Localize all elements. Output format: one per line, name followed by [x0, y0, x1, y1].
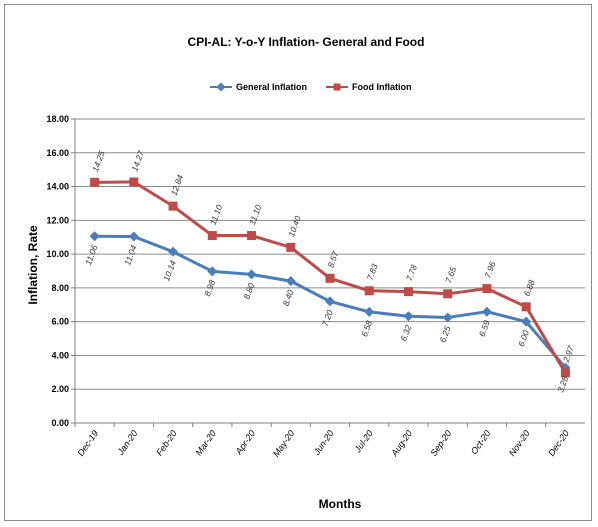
food-inflation-point [521, 302, 531, 312]
chart-title: CPI-AL: Y-o-Y Inflation- General and Foo… [188, 35, 425, 49]
chart-legend: General Inflation Food Inflation [210, 82, 411, 92]
y-tick-label: 6.00 [51, 317, 69, 327]
x-tick-label: May-20 [271, 428, 296, 458]
food-data-label: 11.10 [247, 203, 264, 226]
food-data-label: 11.10 [208, 203, 225, 226]
food-inflation-point [560, 368, 570, 378]
general-inflation-point [285, 276, 296, 287]
general-data-label: 7.20 [320, 308, 335, 327]
general-data-label: 8.40 [281, 288, 296, 307]
y-axis-label: Inflation, Rate [26, 225, 40, 305]
food-data-label: 2.97 [561, 344, 576, 364]
food-inflation-point [364, 286, 374, 296]
x-tick-label: Jan-20 [115, 428, 140, 457]
general-inflation-point [246, 269, 257, 280]
general-inflation-point [89, 231, 100, 242]
food-inflation-point [207, 231, 217, 241]
x-tick-label: Mar-20 [193, 428, 217, 457]
food-data-label: 8.57 [325, 250, 340, 269]
general-data-label: 11.04 [122, 244, 139, 267]
x-tick-label: Nov-20 [507, 428, 532, 458]
food-inflation-point [482, 284, 492, 294]
y-tick-label: 8.00 [51, 283, 69, 293]
y-tick-label: 2.00 [51, 384, 69, 394]
general-data-label: 11.06 [83, 243, 100, 266]
general-data-label: 3.28 [555, 375, 570, 394]
y-tick-label: 10.00 [46, 249, 69, 259]
general-inflation-point [442, 312, 453, 323]
x-tick-label: Dec-20 [546, 428, 571, 458]
food-inflation-point [403, 287, 413, 297]
food-inflation-point [168, 201, 178, 211]
legend-label-food: Food Inflation [352, 82, 411, 92]
general-inflation-point [403, 311, 414, 322]
x-tick-label: Aug-20 [389, 428, 414, 458]
x-tick-label: Oct-20 [469, 428, 493, 456]
general-inflation-point [207, 266, 218, 277]
y-tick-label: 18.00 [46, 114, 69, 124]
legend-item-food: Food Inflation [326, 82, 411, 92]
general-inflation-point [364, 306, 375, 317]
food-inflation-point [247, 231, 257, 241]
legend-item-general: General Inflation [210, 82, 307, 92]
general-data-label: 6.25 [438, 324, 453, 343]
gridlines [75, 118, 585, 390]
x-tick-label: Jul-20 [352, 428, 375, 455]
y-tick-label: 4.00 [51, 350, 69, 360]
general-data-label: 6.32 [398, 323, 413, 342]
general-inflation-point [128, 231, 139, 242]
general-data-label: 8.98 [202, 278, 217, 297]
y-tick-label: 12.00 [46, 215, 69, 225]
x-tick-label: Feb-20 [154, 428, 179, 457]
chart-frame [4, 4, 592, 521]
series-group [89, 177, 571, 378]
food-inflation-point [129, 177, 139, 187]
food-inflation-point [443, 289, 453, 299]
food-data-label: 7.83 [365, 262, 380, 281]
x-axis-ticks: Dec-19 Jan-20 Feb-20 Mar-20 Apr-20 May-20 Jun-… [74, 423, 571, 459]
general-inflation-point [481, 306, 492, 317]
food-data-label: 12.84 [169, 173, 186, 197]
general-inflation-point [168, 246, 179, 257]
general-data-label: 6.00 [516, 329, 531, 348]
food-data-label: 7.96 [482, 260, 497, 279]
legend-label-general: General Inflation [236, 82, 307, 92]
general-inflation-point [325, 296, 335, 307]
x-tick-label: Dec-19 [75, 428, 100, 458]
food-inflation-point [286, 242, 296, 252]
general-data-label: 8.80 [241, 281, 256, 300]
y-axis-ticks: 0.00 2.00 4.00 6.00 8.00 10.00 12.00 14.00 16.00… [46, 114, 75, 428]
x-tick-label: Sep-20 [428, 428, 453, 458]
general-inflation-point [521, 316, 532, 327]
food-data-label: 10.40 [286, 214, 303, 238]
y-tick-label: 0.00 [51, 418, 69, 428]
food-data-label: 7.78 [404, 263, 419, 282]
food-data-label: 7.65 [443, 265, 458, 284]
x-tick-label: Apr-20 [233, 428, 257, 457]
general-data-label: 10.14 [161, 259, 178, 283]
food-data-label: 6.88 [522, 278, 537, 297]
y-tick-label: 16.00 [46, 148, 69, 158]
x-axis-label: Months [319, 497, 362, 511]
food-inflation-point [325, 273, 335, 283]
food-inflation-point [90, 177, 100, 187]
x-tick-label: Jun-20 [311, 428, 336, 457]
y-tick-label: 14.00 [46, 182, 69, 192]
